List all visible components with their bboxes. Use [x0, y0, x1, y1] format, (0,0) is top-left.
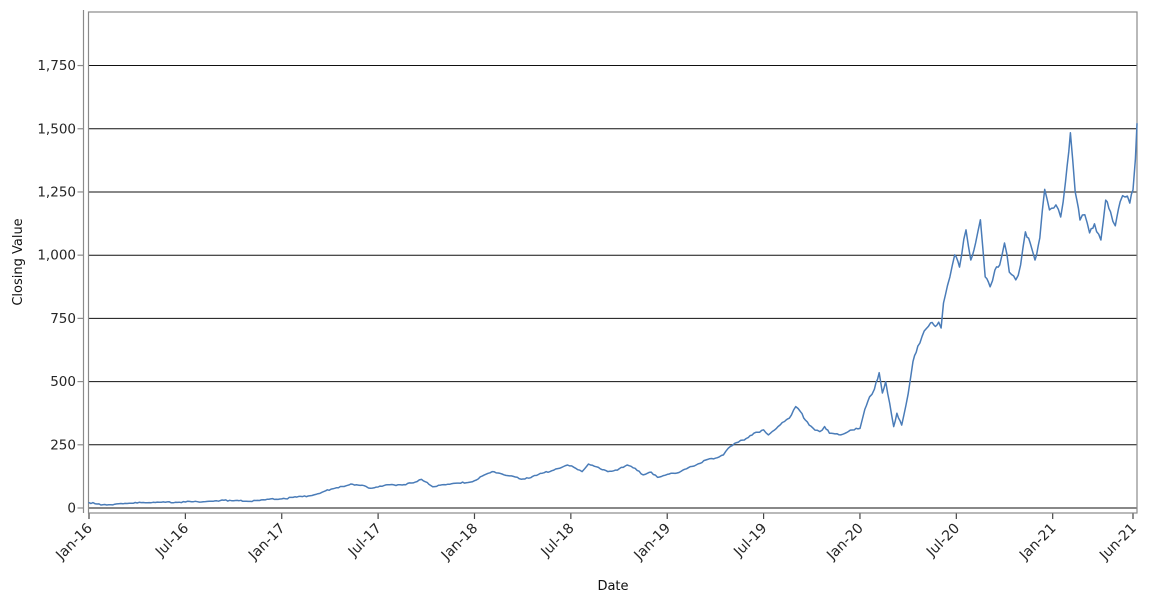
data-series	[88, 122, 1138, 506]
x-axis: Jan-16 Jul-16 Jan-17 Jul-17 Jan-18 Jul-18 Jan-…	[52, 513, 1140, 565]
x-tick-label: Jul-16	[152, 520, 192, 560]
x-tick-label: Jan-21	[1016, 521, 1059, 564]
y-axis: 0 250 500 750 1,000 1,250 1,500 1,750	[37, 10, 85, 517]
y-tick-label: 1,500	[37, 121, 76, 137]
y-tick-label: 0	[67, 501, 76, 517]
y-tick-label: 750	[50, 311, 76, 327]
closing-value-line-series	[88, 122, 1138, 506]
x-tick-label: Jul-19	[730, 521, 770, 561]
y-axis-title: Closing Value	[11, 218, 26, 305]
gridlines	[88, 65, 1137, 509]
x-axis-title: Date	[597, 579, 628, 594]
y-tick-label: 500	[50, 374, 76, 390]
y-tick-label: 1,000	[37, 248, 76, 264]
x-tick-label: Jan-18	[438, 521, 481, 564]
x-tick-label: Jan-20	[823, 521, 866, 564]
x-tick-label: Jan-16	[52, 520, 96, 564]
x-tick-label: Jul-18	[538, 521, 578, 561]
x-tick-label: Jun-21	[1096, 521, 1140, 565]
plot-frame	[87, 11, 1138, 514]
x-tick-label: Jan-17	[245, 521, 288, 564]
x-tick-label: Jul-20	[923, 521, 963, 561]
frame-rect	[87, 11, 1138, 514]
y-tick-label: 250	[50, 437, 76, 453]
y-tick-label: 1,750	[37, 58, 76, 74]
y-tick-label: 1,250	[37, 185, 76, 201]
x-tick-label: Jul-17	[345, 521, 385, 561]
x-tick-label: Jan-19	[631, 521, 674, 564]
